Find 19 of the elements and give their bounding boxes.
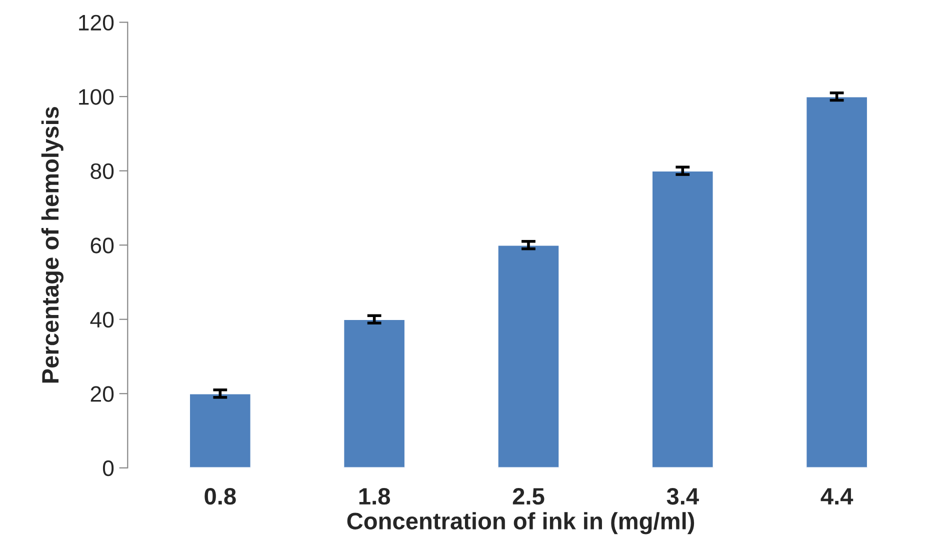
y-tick-label: 60 — [90, 238, 114, 254]
x-tick-label: 4.4 — [820, 488, 854, 504]
bar — [188, 392, 252, 468]
y-tick-label: 20 — [90, 386, 114, 402]
bar — [342, 318, 406, 468]
y-tick-label: 0 — [102, 460, 114, 476]
x-tick-label: 0.8 — [204, 488, 236, 505]
y-tick-label: 80 — [90, 163, 114, 180]
x-tick-label: 1.8 — [359, 488, 390, 505]
x-tick-label: 3.4 — [666, 488, 699, 505]
x-axis-title: Concentration of ink in (mg/ml) — [347, 512, 694, 534]
y-axis-title: Percentage of hemolysis — [41, 106, 64, 383]
y-tick-label: 40 — [90, 312, 114, 328]
bar — [651, 170, 714, 468]
y-tick-label: 100 — [79, 89, 114, 105]
y-tick-label: 120 — [79, 14, 114, 31]
x-tick-label: 2.5 — [512, 488, 544, 505]
bar — [496, 244, 560, 468]
bar — [805, 96, 868, 468]
